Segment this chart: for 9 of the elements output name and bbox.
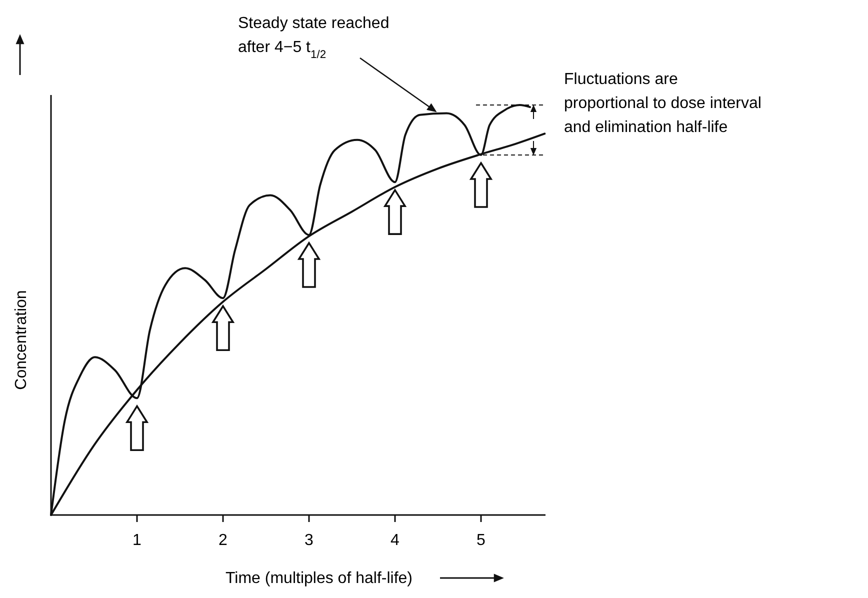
x-tick-label: 2 (218, 532, 228, 549)
x-axis-title: Time (multiples of half-life) (225, 570, 413, 587)
annotation: Steady state reached after 4−5 t$_{1/2}$ (238, 15, 390, 61)
y-axis-title: Concentration (13, 290, 30, 390)
x-tick-label: 4 (390, 532, 400, 549)
x-tick-label: 3 (304, 532, 314, 549)
x-tick-label: 1 (132, 532, 142, 549)
text: Fluctuations are proportional to dose interval and elimination half-life (564, 71, 762, 136)
x-tick-label: 5 (476, 532, 486, 549)
